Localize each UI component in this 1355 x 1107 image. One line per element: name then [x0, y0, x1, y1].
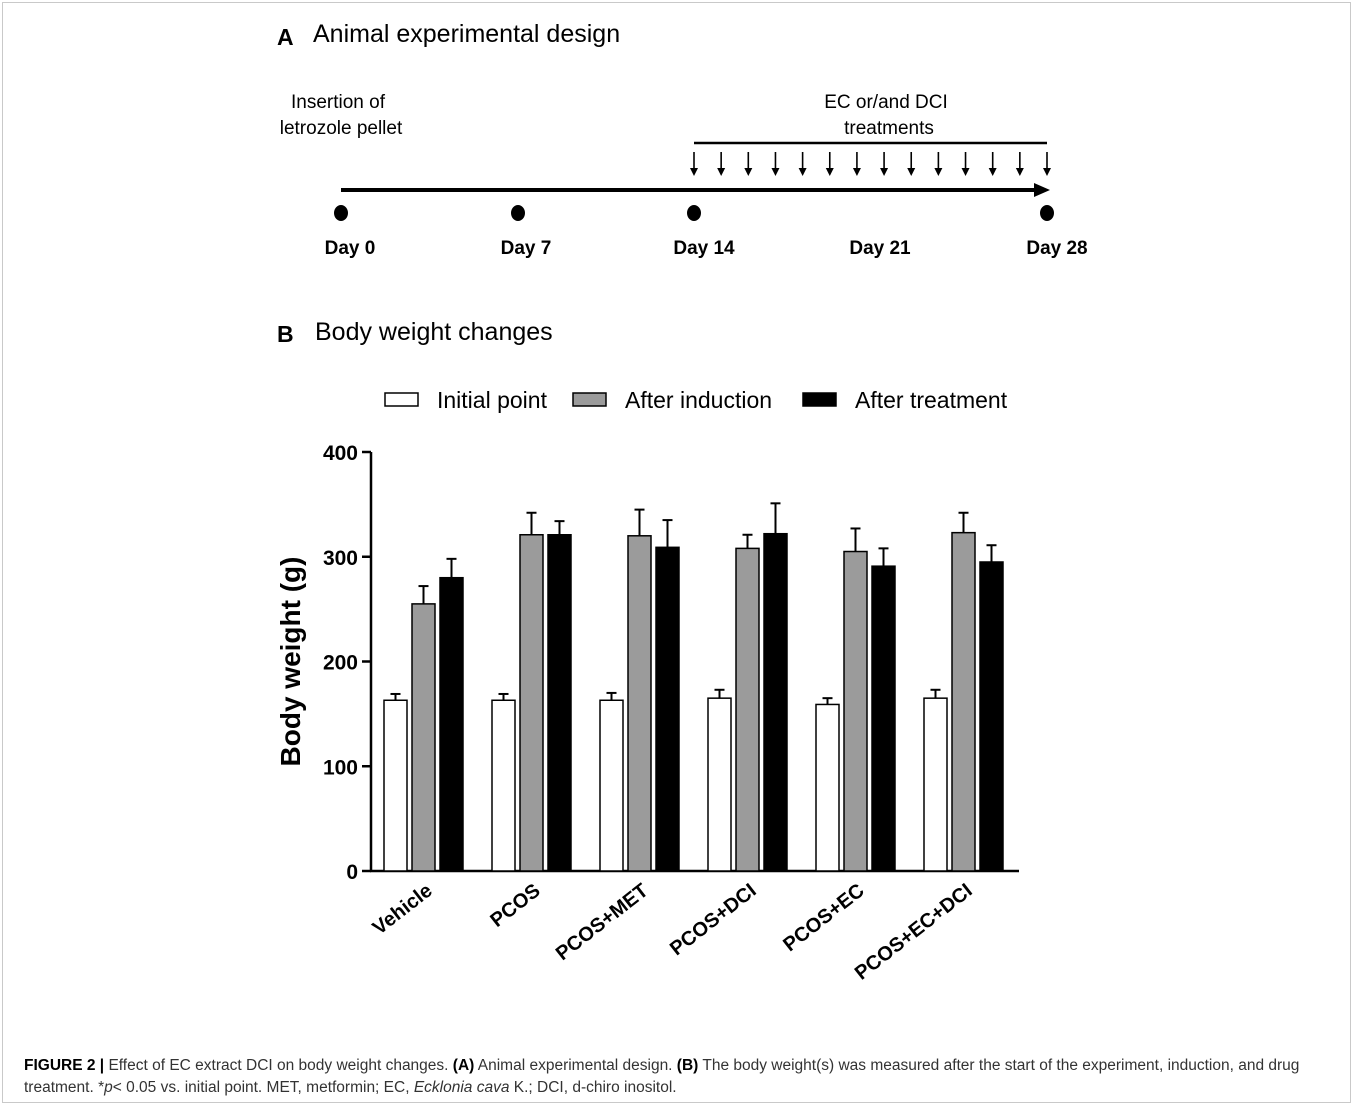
- bar: [655, 546, 680, 872]
- dose-arrow-head: [1043, 168, 1051, 176]
- dose-arrow-head: [880, 168, 889, 176]
- dose-arrow-head: [934, 168, 943, 176]
- body-weight-chart: Initial point After induction After treatm…: [275, 387, 1019, 985]
- caption-text-4: < 0.05 vs. initial point. MET, metformin…: [112, 1079, 414, 1096]
- bar: [923, 697, 948, 872]
- bar: [815, 703, 840, 872]
- x-tick-label: PCOS+MET: [552, 880, 653, 965]
- day-label: Day 0: [325, 238, 376, 259]
- day-dot: [511, 205, 525, 221]
- bar: [599, 699, 624, 872]
- treatment-label-line1: EC or/and DCI: [824, 92, 948, 113]
- y-tick-label: 0: [346, 861, 358, 884]
- bar: [491, 699, 516, 872]
- y-tick-label: 300: [323, 547, 358, 570]
- panel-b-letter: B: [277, 321, 294, 347]
- day-dot: [334, 205, 348, 221]
- bar: [707, 697, 732, 872]
- panel-a-letter: A: [277, 24, 294, 50]
- bar: [735, 547, 760, 872]
- bar: [547, 534, 572, 872]
- timeline-diagram: Insertion of letrozole pellet EC or/and …: [280, 92, 1088, 259]
- panel-b-title: Body weight changes: [315, 318, 553, 346]
- day-label: Day 28: [1026, 238, 1087, 259]
- caption-p-symbol: p: [104, 1079, 113, 1096]
- bar: [871, 565, 896, 872]
- panel-a-title: Animal experimental design: [313, 20, 621, 48]
- day-label: Day 14: [673, 238, 735, 259]
- dose-arrows: [690, 152, 1051, 176]
- caption-label: FIGURE 2 |: [24, 1057, 105, 1074]
- timeline-arrowhead: [1034, 183, 1050, 197]
- dose-arrow-head: [690, 168, 698, 176]
- bar: [843, 550, 868, 872]
- bar: [411, 603, 436, 872]
- legend-swatch: [572, 392, 607, 407]
- bar: [627, 535, 652, 872]
- dose-arrow-head: [771, 168, 780, 176]
- x-tick-label: PCOS: [486, 880, 544, 932]
- bar: [979, 561, 1004, 872]
- x-tick-label: Vehicle: [369, 880, 437, 940]
- legend: Initial point After induction After treatm…: [384, 387, 1008, 413]
- x-tick-label: PCOS+EC: [779, 880, 868, 957]
- insertion-label-line2: letrozole pellet: [280, 118, 403, 139]
- y-axis-label: Body weight (g): [275, 557, 306, 767]
- dose-arrow-head: [907, 168, 916, 176]
- legend-swatch: [384, 392, 419, 407]
- caption-ref-a: (A): [452, 1057, 475, 1074]
- legend-label: After treatment: [855, 387, 1008, 413]
- y-axis: 0 100 200 300 400: [323, 442, 1019, 884]
- dose-arrow-head: [717, 168, 726, 176]
- bar: [951, 531, 976, 872]
- caption-species: Ecklonia cava: [413, 1079, 510, 1096]
- caption-ref-b: (B): [676, 1057, 699, 1074]
- day-label: Day 7: [501, 238, 552, 259]
- day-dot: [687, 205, 701, 221]
- x-tick-label: PCOS+EC+DCI: [851, 880, 977, 985]
- dose-arrow-head: [988, 168, 997, 176]
- x-tick-label: PCOS+DCI: [666, 880, 761, 961]
- bar: [383, 699, 408, 872]
- caption-text-1: Effect of EC extract DCI on body weight …: [104, 1057, 453, 1074]
- figure-caption: FIGURE 2 | Effect of EC extract DCI on b…: [24, 1055, 1324, 1099]
- y-tick-label: 100: [323, 756, 358, 779]
- legend-swatch: [802, 392, 837, 407]
- bar: [763, 532, 788, 872]
- dose-arrow-head: [961, 168, 970, 176]
- dose-arrow-head: [825, 168, 834, 176]
- x-tick-labels: Vehicle PCOS PCOS+MET PCOS+DCI PCOS+ECPCOS+E…: [369, 880, 977, 985]
- dose-arrow-head: [852, 168, 861, 176]
- bars: [383, 502, 1004, 872]
- bar: [439, 576, 464, 872]
- caption-text-5: K.; DCI, d-chiro inositol.: [509, 1079, 677, 1096]
- insertion-label-line1: Insertion of: [291, 92, 386, 113]
- caption-text-3: The body weight(s) was measured after th…: [24, 1057, 1300, 1096]
- legend-label: After induction: [625, 387, 772, 413]
- caption-text-2: Animal experimental design.: [474, 1057, 677, 1074]
- day-markers: Day 0 Day 7 Day 14 Day 21 Day 28: [325, 205, 1088, 259]
- bar: [519, 534, 544, 872]
- y-tick-label: 200: [323, 652, 358, 675]
- dose-arrow-head: [744, 168, 753, 176]
- dose-arrow-head: [1015, 168, 1024, 176]
- legend-label: Initial point: [437, 387, 548, 413]
- day-dot: [1040, 205, 1054, 221]
- dose-arrow-head: [798, 168, 807, 176]
- day-label: Day 21: [849, 238, 911, 259]
- y-tick-label: 400: [323, 442, 358, 465]
- treatment-label-line2: treatments: [844, 118, 934, 139]
